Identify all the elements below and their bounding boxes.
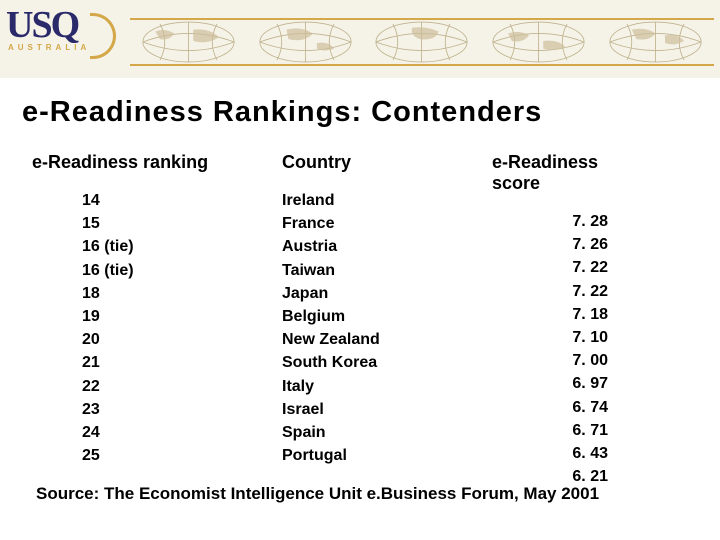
col-header-country: Country	[282, 152, 482, 173]
cell-rank: 21	[82, 351, 282, 374]
logo-text: USQ	[6, 8, 78, 42]
cell-country: France	[282, 212, 482, 235]
cell-country: Japan	[282, 282, 482, 305]
logo-curve-icon	[90, 13, 116, 59]
cell-score: 6. 97	[482, 372, 608, 395]
cell-rank: 15	[82, 212, 282, 235]
cell-country: Italy	[282, 375, 482, 398]
cell-score: 6. 74	[482, 396, 608, 419]
cell-rank: 16 (tie)	[82, 259, 282, 282]
cell-score: 7. 26	[482, 233, 608, 256]
cell-country: Israel	[282, 398, 482, 421]
logo: USQ AUSTRALIA	[6, 8, 126, 72]
cell-rank: 25	[82, 444, 282, 467]
globe-icon	[491, 20, 586, 64]
page-title: e-Readiness Rankings: Contenders	[22, 96, 542, 129]
cell-country: Taiwan	[282, 259, 482, 282]
globe-icon	[141, 20, 236, 64]
globe-icon	[374, 20, 469, 64]
cell-country: South Korea	[282, 351, 482, 374]
source-citation: Source: The Economist Intelligence Unit …	[36, 484, 599, 504]
cell-score: 7. 28	[482, 210, 608, 233]
cell-country: Austria	[282, 235, 482, 258]
cell-country: Ireland	[282, 189, 482, 212]
col-header-rank: e-Readiness ranking	[32, 152, 282, 173]
cell-score: 7. 22	[482, 256, 608, 279]
col-header-score: e-Readiness score	[482, 152, 638, 194]
table: e-Readiness ranking 141516 (tie)16 (tie)…	[32, 152, 688, 488]
cell-score: 6. 43	[482, 442, 608, 465]
cell-score: 7. 22	[482, 280, 608, 303]
cell-rank: 18	[82, 282, 282, 305]
globe-icon	[608, 20, 703, 64]
cell-country: Belgium	[282, 305, 482, 328]
cell-country: Portugal	[282, 444, 482, 467]
cell-score: 7. 18	[482, 303, 608, 326]
cell-country: New Zealand	[282, 328, 482, 351]
cell-rank: 23	[82, 398, 282, 421]
cell-rank: 14	[82, 189, 282, 212]
cell-rank: 20	[82, 328, 282, 351]
cell-rank: 24	[82, 421, 282, 444]
cell-score: 7. 00	[482, 349, 608, 372]
header-band: USQ AUSTRALIA	[0, 0, 720, 78]
cell-rank: 19	[82, 305, 282, 328]
cell-score: 7. 10	[482, 326, 608, 349]
world-map-strip	[130, 18, 714, 66]
cell-country: Spain	[282, 421, 482, 444]
cell-rank: 16 (tie)	[82, 235, 282, 258]
cell-rank: 22	[82, 375, 282, 398]
globe-icon	[258, 20, 353, 64]
cell-score: 6. 71	[482, 419, 608, 442]
